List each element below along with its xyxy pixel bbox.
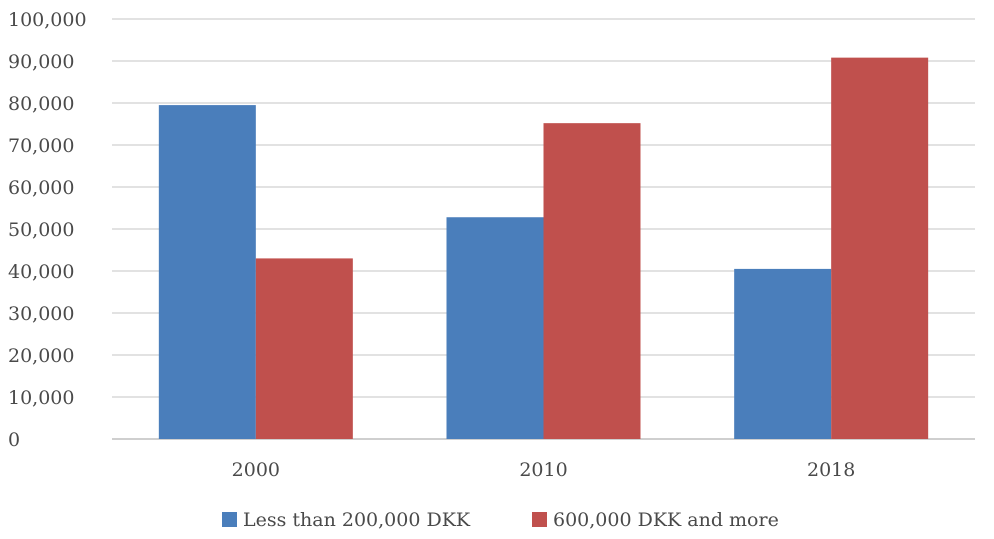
legend-swatch-series-1	[222, 512, 237, 527]
bar-2000-series-2	[255, 258, 353, 439]
y-tick-label: 20,000	[8, 345, 74, 367]
x-category-label: 2010	[519, 459, 567, 481]
x-category-label: 2018	[807, 459, 855, 481]
x-axis-category-labels: 2000 2010 2018	[232, 459, 856, 481]
legend-label-series-2: 600,000 DKK and more	[553, 509, 779, 531]
y-tick-label: 90,000	[8, 51, 74, 73]
y-tick-label: 0	[8, 429, 20, 451]
y-tick-label: 80,000	[8, 93, 74, 115]
y-axis-tick-labels: 0 10,000 20,000 30,000 40,000 50,000 60,000 70,…	[8, 9, 87, 451]
y-tick-label: 50,000	[8, 219, 74, 241]
legend-label-series-1: Less than 200,000 DKK	[243, 509, 471, 531]
y-tick-label: 60,000	[8, 177, 74, 199]
bars	[158, 57, 929, 439]
bar-2000-series-1	[158, 105, 256, 439]
legend: Less than 200,000 DKK 600,000 DKK and mor…	[222, 509, 779, 531]
bar-2010-series-1	[446, 217, 544, 439]
bar-2018-series-1	[734, 268, 832, 439]
y-tick-label: 70,000	[8, 135, 74, 157]
bar-2010-series-2	[543, 123, 641, 439]
y-tick-label: 100,000	[8, 9, 87, 31]
x-category-label: 2000	[232, 459, 280, 481]
legend-swatch-series-2	[532, 512, 547, 527]
y-tick-label: 40,000	[8, 261, 74, 283]
y-tick-label: 10,000	[8, 387, 74, 409]
y-tick-label: 30,000	[8, 303, 74, 325]
bar-2018-series-2	[831, 57, 929, 439]
